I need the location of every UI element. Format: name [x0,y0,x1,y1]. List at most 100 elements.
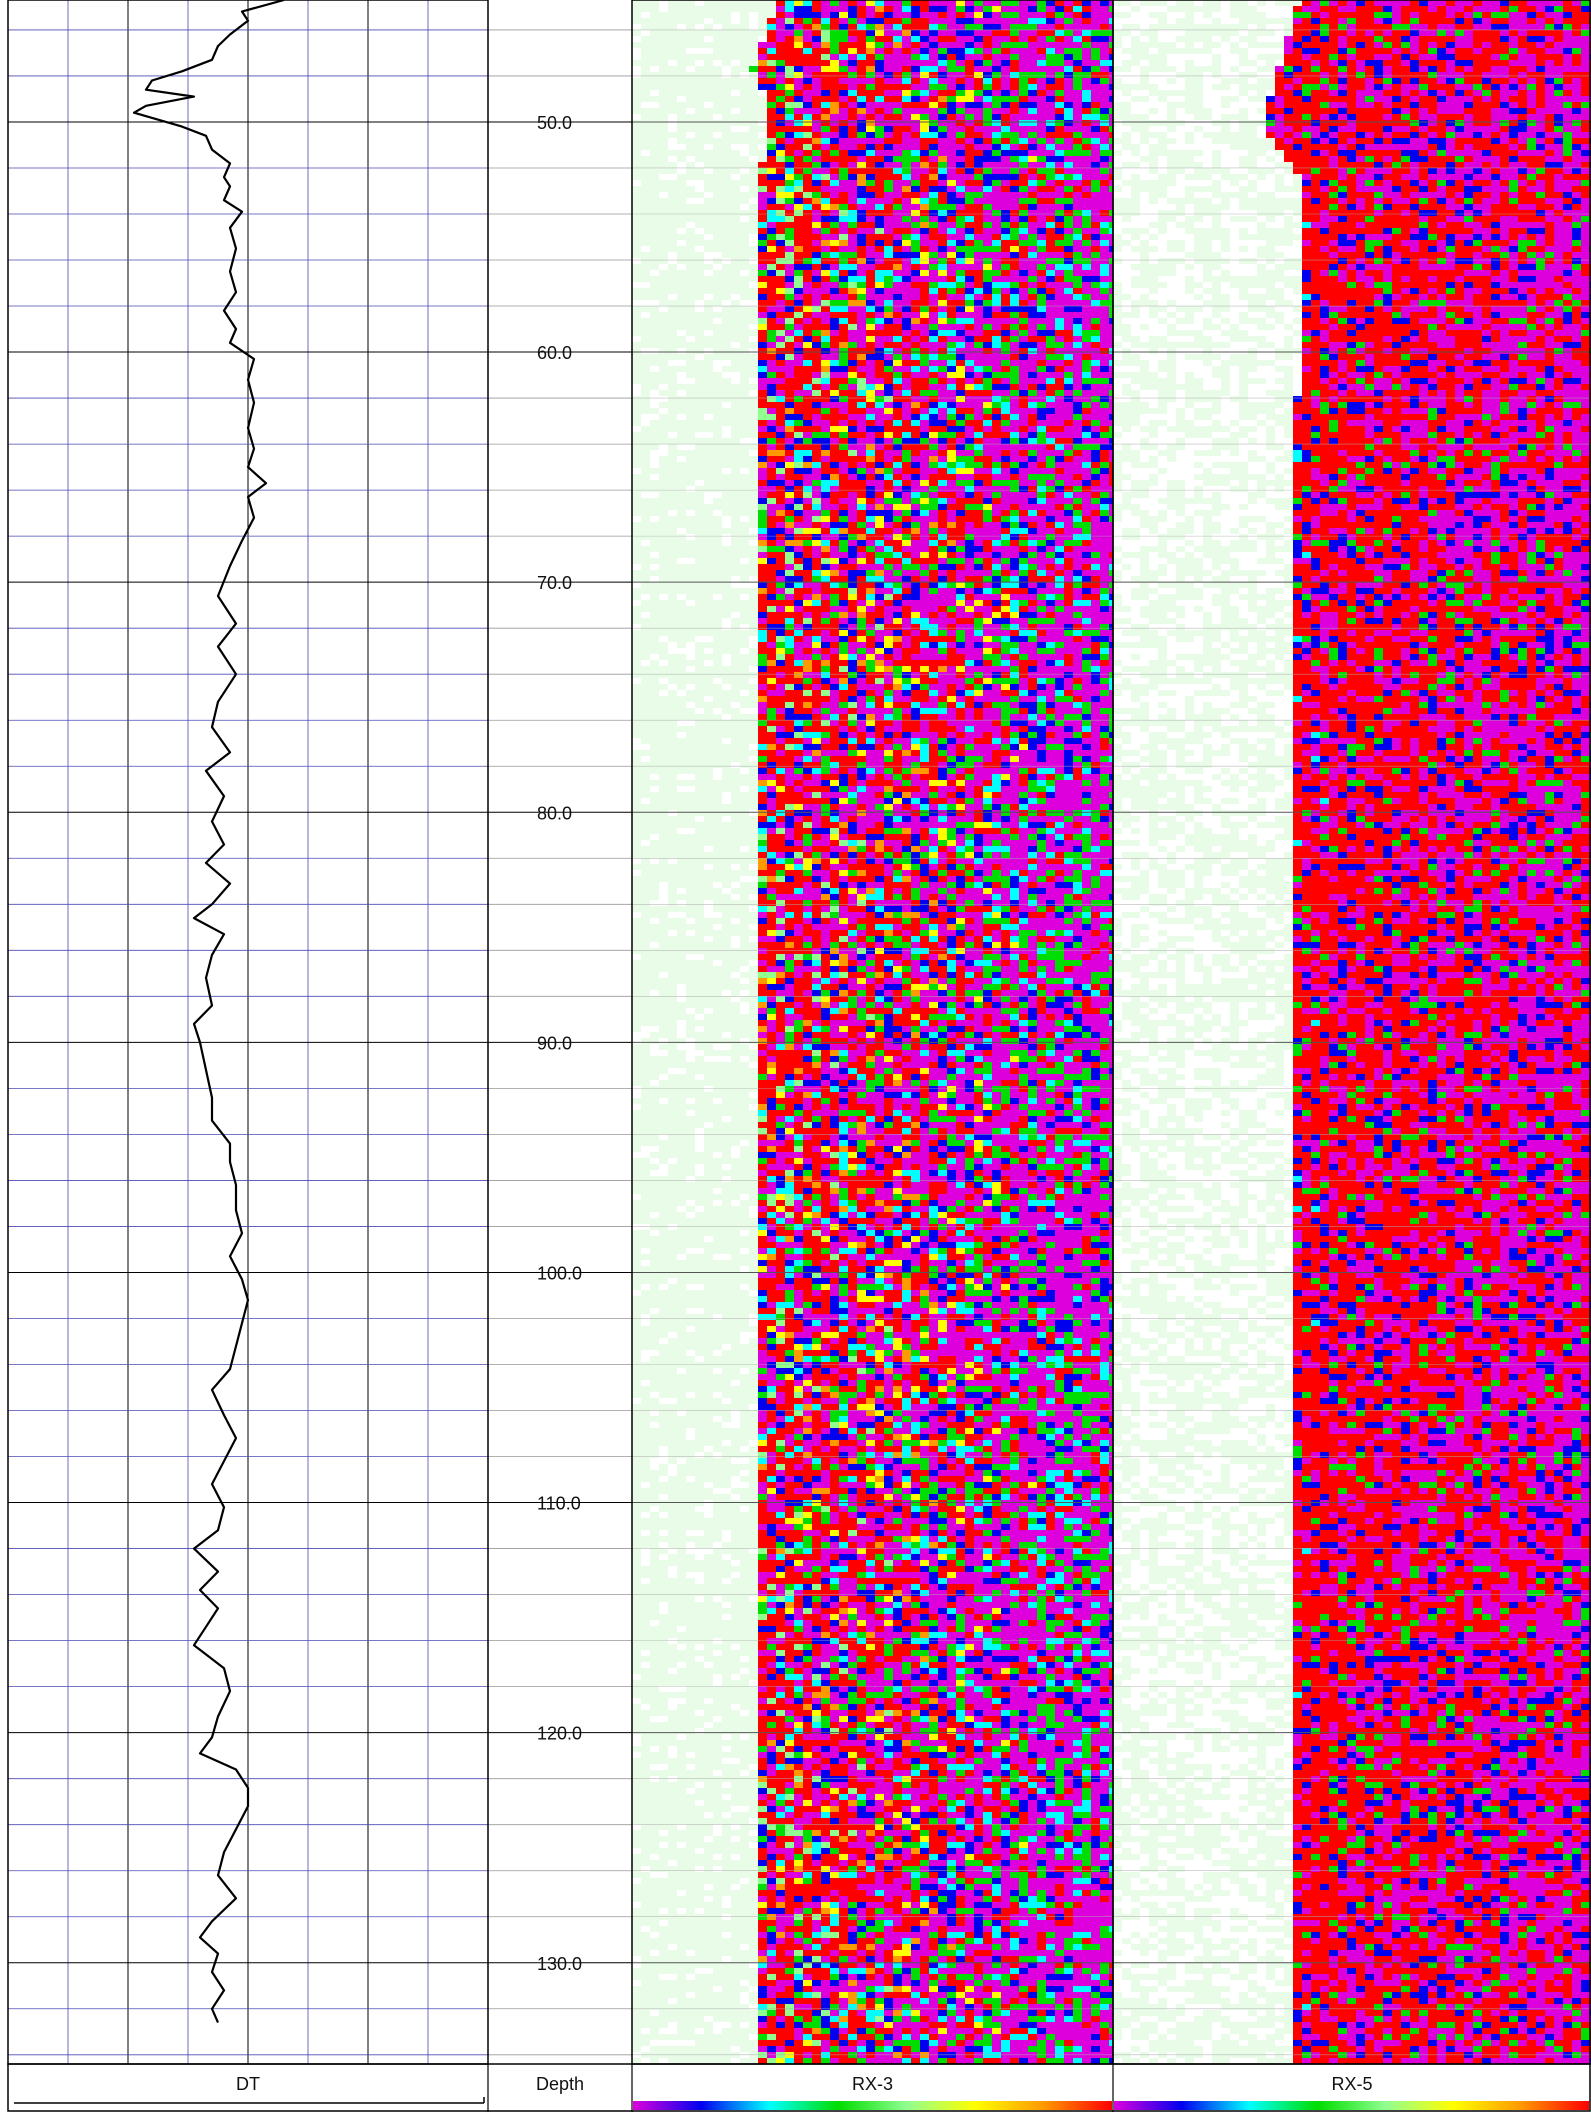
image-cell [1010,234,1020,241]
image-cell [947,486,957,493]
image-cell [956,252,966,259]
image-cell [929,240,939,247]
image-cell [650,426,660,433]
image-cell [974,48,984,55]
image-cell [821,204,831,211]
image-cell [659,60,669,67]
image-cell [668,438,678,445]
image-cell [920,198,930,205]
image-cell [866,504,876,511]
image-cell [1019,6,1029,13]
rx3-image-row [632,366,1119,373]
image-cell [866,204,876,211]
image-cell [749,156,759,163]
image-cell [794,480,804,487]
image-cell [848,18,858,25]
image-cell [857,324,867,331]
image-cell [938,426,948,433]
image-cell [641,336,651,343]
image-cell [965,318,975,325]
image-cell [893,24,903,31]
image-cell [1001,330,1011,337]
image-cell [686,210,696,217]
image-cell [848,174,858,181]
image-cell [704,372,714,379]
rx3-image-row [632,354,1119,361]
image-cell [758,330,768,337]
image-cell [632,474,642,481]
image-cell [992,162,1002,169]
image-cell [812,204,822,211]
image-cell [902,450,912,457]
image-cell [947,102,957,109]
image-cell [785,438,795,445]
image-cell [749,288,759,295]
image-cell [722,324,732,331]
image-cell [920,384,930,391]
image-cell [695,78,705,85]
rx3-image-row [632,198,1119,205]
image-cell [830,390,840,397]
image-cell [686,498,696,505]
image-cell [803,372,813,379]
image-cell [902,360,912,367]
image-cell [875,372,885,379]
image-cell [704,66,714,73]
image-cell [1100,480,1110,487]
image-cell [938,12,948,19]
image-cell [929,54,939,61]
rx3-image-row [632,294,1119,301]
image-cell [1037,114,1047,121]
image-cell [848,510,858,517]
image-cell [776,270,786,277]
rx3-image-row [632,66,1119,73]
image-cell [1073,72,1083,79]
image-cell [1046,372,1056,379]
image-cell [749,432,759,439]
image-cell [1064,180,1074,187]
image-cell [884,258,894,265]
image-cell [1091,12,1101,19]
image-cell [857,270,867,277]
image-cell [821,48,831,55]
image-cell [776,516,786,523]
image-cell [749,270,759,277]
rx3-image-row [632,324,1119,331]
image-cell [1055,198,1065,205]
image-cell [992,330,1002,337]
image-cell [974,300,984,307]
image-cell [1028,516,1038,523]
image-cell [1019,12,1029,19]
image-cell [1001,354,1011,361]
image-cell [956,360,966,367]
image-cell [767,240,777,247]
image-cell [830,234,840,241]
image-cell [704,6,714,13]
image-cell [902,276,912,283]
image-cell [1019,366,1029,373]
image-cell [875,354,885,361]
image-cell [803,192,813,199]
image-cell [1046,126,1056,133]
image-cell [956,84,966,91]
image-cell [992,192,1002,199]
image-cell [938,30,948,37]
image-cell [929,24,939,31]
image-cell [722,180,732,187]
image-cell [821,510,831,517]
image-cell [641,60,651,67]
image-cell [1019,36,1029,43]
image-cell [650,198,660,205]
image-cell [839,480,849,487]
image-cell [1001,54,1011,61]
image-cell [686,204,696,211]
image-cell [929,402,939,409]
image-cell [1037,330,1047,337]
image-cell [1010,378,1020,385]
image-cell [1037,408,1047,415]
image-cell [866,54,876,61]
image-cell [776,132,786,139]
image-cell [767,186,777,193]
image-cell [812,174,822,181]
image-cell [803,456,813,463]
